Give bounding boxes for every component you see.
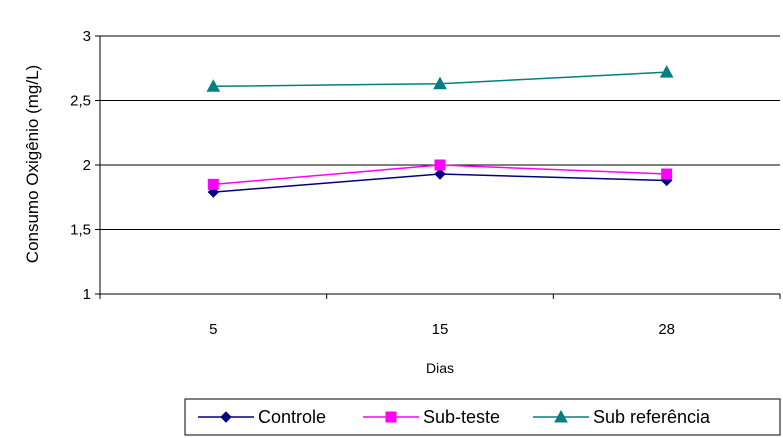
x-tick-labels: 5 15 28 [209,321,675,338]
data-point [207,178,219,190]
data-point [661,168,673,180]
y-tick-labels: 1 1,5 2 2,5 3 [70,28,91,303]
legend-marker [554,409,568,423]
x-tick-label: 28 [658,321,675,338]
legend-marker [385,411,397,423]
x-tick-label: 5 [209,321,217,338]
y-axis-label: Consumo Oxigênio (mg/L) [23,65,42,263]
x-tick-label: 15 [432,321,449,338]
data-point [659,65,674,78]
series-group [206,65,674,198]
gridlines [100,35,780,230]
series-controle [207,168,673,198]
series-sub-teste [207,159,673,190]
legend-label: Sub referência [593,407,711,427]
legend: Controle Sub-teste Sub referência [184,398,781,436]
legend-label: Sub-teste [423,407,500,427]
data-point [434,168,446,180]
data-point [206,79,221,92]
x-axis-label: Dias [426,360,454,376]
legend-item: Sub-teste [363,407,500,427]
legend-marker [220,411,232,423]
series-sub-refer-ncia [206,65,674,92]
y-tick-label: 1,5 [70,222,91,239]
axes [95,35,781,299]
data-point [434,159,446,171]
legend-item: Sub referência [533,407,711,427]
data-point [433,76,447,90]
y-tick-label: 2 [83,157,91,174]
legend-box [184,398,781,436]
y-tick-label: 2,5 [70,93,91,110]
y-tick-label: 1 [83,286,91,303]
y-tick-label: 3 [83,28,91,45]
legend-label: Controle [258,407,326,427]
legend-item: Controle [198,407,326,427]
